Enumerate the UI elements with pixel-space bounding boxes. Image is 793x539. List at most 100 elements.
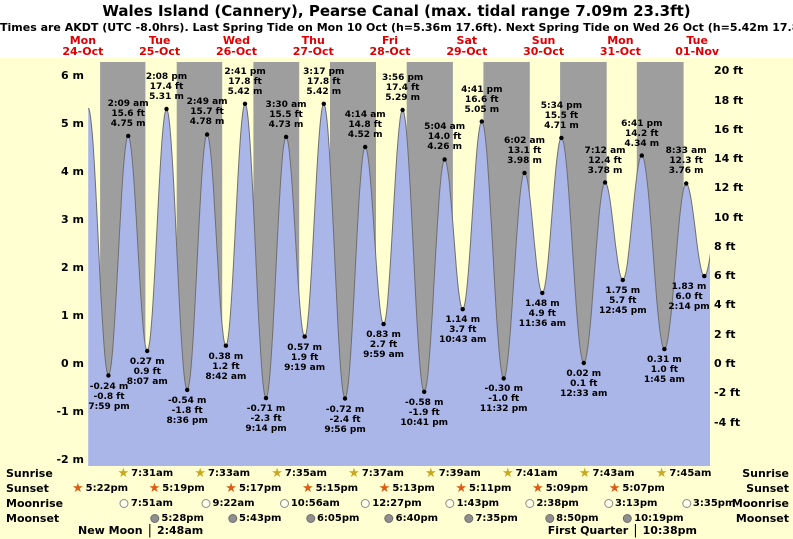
tide-annotation-line: 6:41 pm: [621, 118, 663, 129]
tide-annotation-line: 1.14 m: [445, 315, 481, 326]
moon-phase-first-quarter: First Quarter | 10:38pm: [548, 524, 697, 537]
day-date: 30-Oct: [523, 45, 565, 58]
high-tide-annotation: 3:30 am 15.5 ft 4.73 m: [266, 100, 307, 130]
tide-area: [88, 103, 710, 466]
high-tide-annotation: 2:09 am 15.6 ft 4.75 m: [108, 99, 149, 129]
day-name: Wed: [222, 34, 250, 47]
sunset-event: ★ 5:09pm: [532, 482, 588, 495]
tide-annotation-line: 0.27 m: [129, 357, 165, 368]
sunset-star-icon: ★: [455, 481, 468, 496]
high-tide-annotation: 3:17 pm 17.8 ft 5.42 m: [303, 67, 344, 97]
day-name: Sun: [531, 34, 556, 47]
tide-annotation-line: 2.7 ft: [369, 340, 398, 351]
tide-annotation-line: 5.05 m: [464, 104, 500, 115]
tide-extremum-dot: [223, 343, 229, 348]
moonrise-event: 10:56am: [279, 497, 340, 510]
tide-annotation-line: -0.24 m: [89, 381, 129, 392]
sunrise-star-icon: ★: [501, 466, 514, 481]
moonrise-event: 9:22am: [201, 497, 255, 510]
day-header: Wed 26-Oct: [216, 35, 257, 57]
sunrise-event: ★ 7:35am: [271, 467, 327, 480]
tide-annotation-line: -0.30 m: [484, 384, 523, 395]
tide-annotation-line: 17.4 ft: [149, 82, 184, 93]
chart-title: Wales Island (Cannery), Pearse Canal (ma…: [102, 2, 691, 20]
tide-annotation-line: 4.34 m: [624, 138, 660, 149]
sunset-time: 5:22pm: [85, 483, 129, 494]
moon-phase-separator: |: [147, 523, 152, 538]
low-tide-annotation: -0.72 m -2.4 ft 9:56 pm: [324, 405, 365, 435]
row-label-moonrise-right: Moonrise: [731, 497, 789, 510]
sunrise-event: ★ 7:45am: [656, 467, 712, 480]
moonrise-icon: [201, 499, 211, 508]
tide-annotation-line: 3.98 m: [507, 155, 542, 166]
low-tide-annotation: -0.54 m -1.8 ft 8:36 pm: [167, 396, 208, 426]
tide-annotation-line: 1.75 m: [605, 285, 641, 296]
high-tide-annotation: 5:34 pm 15.5 ft 4.71 m: [541, 101, 582, 131]
low-tide-annotation: -0.58 m -1.9 ft 10:41 pm: [400, 398, 448, 428]
moonrise-icon: [361, 499, 371, 508]
tide-annotation-line: 1.48 m: [524, 298, 560, 309]
tide-annotation-line: 0.38 m: [208, 351, 244, 362]
meters-tick-label: 2 m: [61, 260, 84, 274]
tide-annotation-line: 15.5 ft: [544, 110, 579, 121]
tide-curve: [88, 102, 710, 400]
sunrise-star-icon: ★: [425, 466, 437, 481]
high-tide-annotation: 5:04 am 14.0 ft 4.26 m: [424, 122, 465, 152]
tide-annotation-line: 4:14 am: [344, 109, 386, 120]
meters-tick-label: -2 m: [56, 452, 84, 466]
moonrise-icon: [681, 499, 691, 508]
feet-tick-label: 0 ft: [714, 356, 736, 370]
moonset-time: 5:43pm: [239, 513, 282, 524]
sunrise-time: 7:45am: [669, 468, 712, 479]
tide-extremum-dot: [302, 334, 307, 339]
tide-extremum-dot: [185, 387, 190, 393]
day-header: Thu 27-Oct: [293, 35, 334, 57]
tide-annotation-line: 6:02 am: [504, 135, 546, 146]
tide-extremum-dot: [321, 101, 326, 107]
feet-tick-label: 4 ft: [714, 298, 736, 312]
tide-annotation-line: 9:56 pm: [324, 424, 366, 435]
day-date: 25-Oct: [139, 45, 181, 58]
tide-annotation-line: 2:09 am: [107, 98, 149, 109]
tide-annotation-line: -0.71 m: [246, 404, 286, 415]
tide-extremum-dot: [242, 101, 248, 107]
tide-extremum-dot: [204, 132, 210, 137]
sunrise-star-icon: ★: [655, 466, 668, 481]
chart-subtitle: Times are AKDT (UTC -8.0hrs). Last Sprin…: [0, 21, 793, 34]
tide-annotation-line: 3:56 pm: [381, 73, 424, 83]
low-tide-annotation: 1.14 m 3.7 ft 10:43 am: [439, 315, 486, 345]
day-name: Mon: [607, 34, 634, 47]
row-label-moonset-right: Moonset: [735, 512, 789, 525]
moonrise-event: 7:51am: [119, 497, 173, 510]
moonrise-time: 2:38pm: [536, 498, 579, 509]
tide-annotation-line: -0.8 ft: [93, 391, 125, 402]
tide-annotation-line: 0.9 ft: [133, 367, 161, 378]
meters-tick-label: 6 m: [61, 68, 84, 82]
tide-annotation-line: 8:33 am: [665, 146, 707, 157]
high-tide-annotation: 7:12 am 12.4 ft 3.78 m: [585, 146, 626, 176]
tide-annotation-line: 15.6 ft: [111, 108, 145, 119]
sunset-star-icon: ★: [532, 481, 544, 496]
tide-annotation-line: 14.0 ft: [427, 132, 462, 143]
row-label-sunset-right: Sunset: [746, 482, 789, 495]
tide-annotation-line: 3.7 ft: [449, 325, 477, 336]
meters-tick-label: 1 m: [61, 308, 84, 322]
sunrise-event: ★ 7:43am: [579, 467, 635, 480]
sunrise-event: ★ 7:33am: [194, 467, 250, 480]
tide-annotation-line: 5.42 m: [306, 86, 342, 97]
moonset-time: 6:05pm: [316, 513, 360, 524]
tide-annotation-line: -0.58 m: [404, 397, 444, 408]
tide-annotation-line: 13.1 ft: [507, 145, 542, 156]
sunset-event: ★ 5:22pm: [72, 482, 128, 495]
low-tide-annotation: -0.71 m -2.3 ft 9:14 pm: [245, 404, 286, 434]
day-header: Fri 28-Oct: [370, 35, 411, 57]
tide-annotation-line: 7:12 am: [584, 145, 626, 156]
moonset-icon: [623, 514, 633, 523]
tide-annotation-line: 0.1 ft: [570, 379, 598, 390]
sunrise-time: 7:37am: [361, 468, 404, 479]
high-tide-annotation: 8:33 am 12.3 ft 3.76 m: [666, 146, 707, 176]
day-name: Fri: [382, 34, 399, 47]
tide-annotation-line: 14.2 ft: [625, 128, 659, 139]
moonset-event: 5:28pm: [150, 512, 204, 525]
tide-annotation-line: 10:41 pm: [400, 417, 449, 428]
